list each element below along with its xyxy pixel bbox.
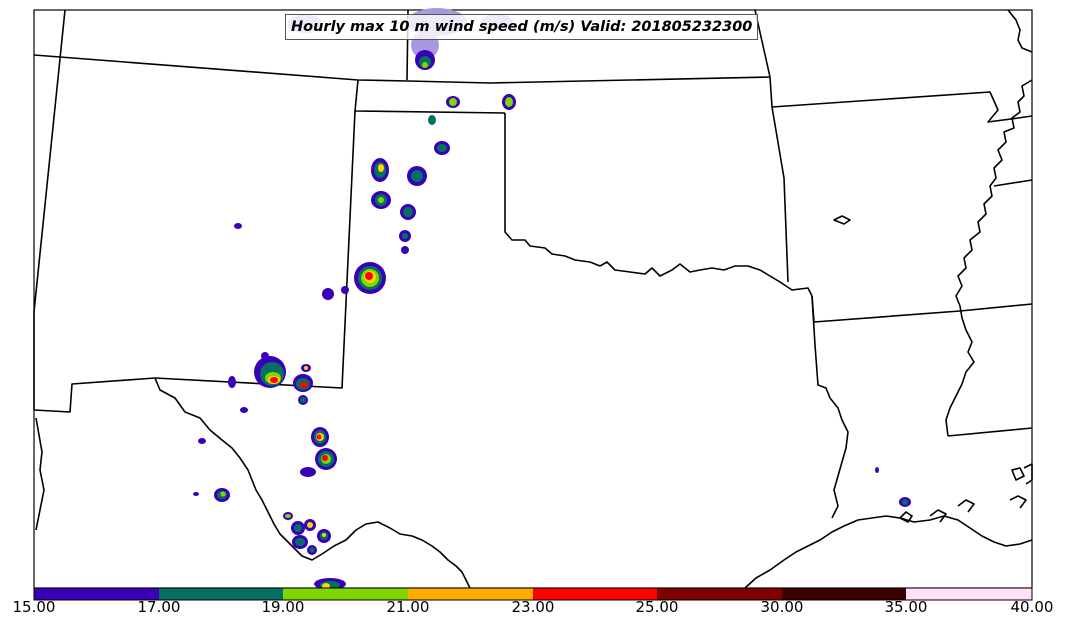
colorbar-segment-30-35	[782, 588, 906, 600]
colorbar-tick-label: 17.00	[137, 598, 181, 616]
colorbar-segment-25-30	[657, 588, 782, 600]
colorbar-tick-label: 15.00	[12, 598, 56, 616]
colorbar-segment-15-17	[34, 588, 159, 600]
gulf-coastline	[744, 515, 1033, 589]
state-line-ar-north	[771, 91, 1019, 123]
state-line-texas-panhandle-west	[154, 110, 356, 389]
storm-cell-permian	[198, 427, 337, 477]
colorbar-segment-35-40	[906, 588, 1032, 600]
colorbar-tick-label: 21.00	[386, 598, 430, 616]
storm-cell-ok-north	[428, 94, 516, 125]
storm-cell-central	[234, 223, 386, 300]
state-line-colorado-east	[33, 9, 66, 313]
state-line-ok-east	[771, 106, 789, 283]
mississippi-river	[945, 79, 1033, 437]
mexico-coast-west	[35, 417, 45, 531]
storm-cell-rio-grande	[283, 512, 346, 590]
state-line-ms-north	[993, 179, 1033, 187]
colorbar-segment-21-23	[408, 588, 533, 600]
colorbar-tick-label: 30.00	[760, 598, 804, 616]
colorbar-segment-17-19	[159, 588, 283, 600]
map-title: Hourly max 10 m wind speed (m/s) Valid: …	[285, 14, 759, 40]
colorbar-tick-label: 19.00	[261, 598, 305, 616]
colorbar-tick-label: 25.00	[635, 598, 679, 616]
red-river-border	[504, 113, 813, 297]
rio-grande	[154, 377, 471, 589]
storm-cell-west-texas	[228, 352, 313, 413]
storm-cell-far-west	[193, 488, 230, 502]
map-border	[33, 9, 1033, 589]
lake-detail	[833, 215, 851, 225]
political-boundaries	[33, 9, 1033, 589]
colorbar-segment-19-21	[283, 588, 408, 600]
state-line-missouri-west	[754, 9, 773, 108]
state-line-la-ms	[947, 427, 1033, 437]
colorbar-tick-label: 23.00	[511, 598, 555, 616]
state-line-ms-tn	[1017, 115, 1033, 119]
colorbar-segment-23-25	[533, 588, 657, 600]
sabine-river	[811, 295, 849, 519]
state-line-ar-ms	[959, 303, 1033, 312]
mexico-state-line	[33, 377, 156, 413]
colorbar-border	[33, 587, 1033, 601]
louisiana-coast-detail	[899, 463, 1033, 523]
colorbar	[33, 587, 1033, 601]
storm-cell-panhandle	[371, 141, 450, 254]
storm-cell-gulf	[875, 467, 911, 507]
state-line-ne-corner	[1007, 9, 1033, 53]
colorbar-tick-label: 35.00	[884, 598, 928, 616]
state-line-kansas-north	[33, 54, 771, 84]
colorbar-tick-label: 40.00	[1010, 598, 1054, 616]
